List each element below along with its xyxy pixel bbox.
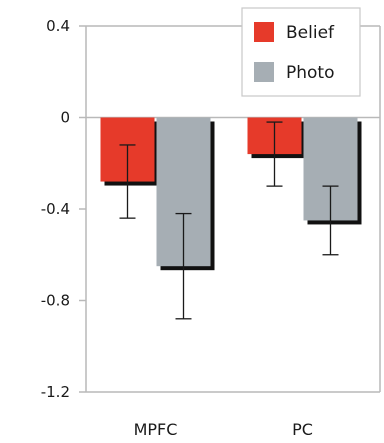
x-tick-label: MPFC <box>134 420 178 439</box>
y-tick-label: -1.2 <box>41 383 70 401</box>
legend-swatch-photo <box>254 62 274 82</box>
x-tick-labels: MPFC PC <box>134 420 313 439</box>
y-tick-label: -0.8 <box>41 292 70 310</box>
y-tick-label: 0 <box>60 109 70 127</box>
y-tick-label: 0.4 <box>46 17 70 35</box>
legend-swatch-belief <box>254 22 274 42</box>
legend-label-belief: Belief <box>286 23 335 43</box>
legend-label-photo: Photo <box>286 63 335 83</box>
error-bars <box>119 121 339 320</box>
x-tick-label: PC <box>292 420 313 439</box>
y-tick-label: -0.4 <box>41 200 70 218</box>
y-ticks: 0.4 0 -0.4 -0.8 -1.2 <box>41 17 86 401</box>
legend: Belief Photo <box>241 7 361 97</box>
bars <box>100 117 362 271</box>
